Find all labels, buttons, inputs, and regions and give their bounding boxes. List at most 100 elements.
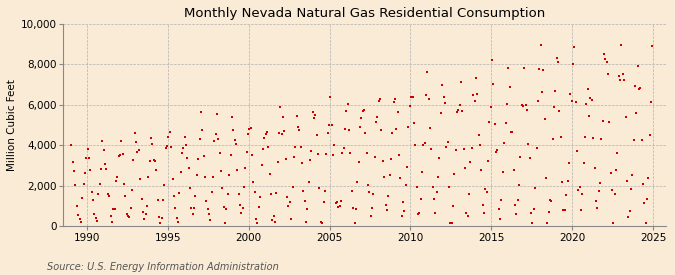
Point xyxy=(340,127,350,131)
Point xyxy=(543,210,554,214)
Point xyxy=(116,139,127,144)
Point xyxy=(615,77,626,82)
Point xyxy=(454,103,465,108)
Point xyxy=(469,98,480,103)
Point xyxy=(362,182,373,187)
Point xyxy=(585,95,596,100)
Point xyxy=(519,66,530,70)
Point xyxy=(326,123,337,127)
Point xyxy=(353,160,364,164)
Point xyxy=(377,159,388,163)
Point xyxy=(507,130,518,134)
Point xyxy=(583,86,593,91)
Point xyxy=(597,119,608,123)
Point xyxy=(360,131,371,135)
Point xyxy=(321,151,331,156)
Point xyxy=(388,100,399,104)
Point xyxy=(537,90,547,94)
Point xyxy=(384,173,395,177)
Point xyxy=(219,205,230,209)
Point xyxy=(589,166,600,170)
Point xyxy=(109,206,120,211)
Point xyxy=(576,208,587,213)
Point xyxy=(480,187,491,191)
Point xyxy=(188,212,198,216)
Point xyxy=(434,156,445,160)
Point xyxy=(155,221,166,226)
Point xyxy=(85,168,96,172)
Point xyxy=(112,175,123,179)
Point xyxy=(535,43,546,47)
Point xyxy=(557,180,568,184)
Point xyxy=(139,216,150,221)
Point xyxy=(212,111,223,116)
Point xyxy=(252,221,263,226)
Point xyxy=(329,143,340,148)
Point xyxy=(341,108,352,113)
Point xyxy=(186,205,197,210)
Point xyxy=(287,185,298,189)
Point xyxy=(573,188,584,192)
Point xyxy=(520,103,531,108)
Point xyxy=(398,200,408,204)
Point xyxy=(310,112,321,117)
Point xyxy=(132,150,143,155)
Point xyxy=(291,114,302,118)
Point xyxy=(562,178,573,183)
Point xyxy=(565,92,576,96)
Point xyxy=(592,206,603,210)
Point xyxy=(643,176,654,180)
Point xyxy=(623,215,634,220)
Point xyxy=(192,173,202,178)
Point xyxy=(238,185,249,189)
Point xyxy=(611,168,622,172)
Point xyxy=(96,167,107,172)
Point xyxy=(538,68,549,73)
Point xyxy=(437,83,448,87)
Point xyxy=(177,151,188,155)
Point xyxy=(198,153,209,158)
Point xyxy=(350,207,361,212)
Point xyxy=(136,197,147,201)
Point xyxy=(147,142,158,146)
Point xyxy=(492,147,503,152)
Point xyxy=(217,186,228,190)
Point xyxy=(641,221,651,226)
Point xyxy=(163,135,174,139)
Point xyxy=(105,214,116,218)
Point xyxy=(335,199,346,203)
Point xyxy=(283,204,294,208)
Point xyxy=(373,99,384,103)
Point xyxy=(403,124,414,129)
Point xyxy=(443,185,454,189)
Point xyxy=(232,168,242,172)
Point xyxy=(407,95,418,99)
Point xyxy=(473,133,484,137)
Point xyxy=(614,73,624,78)
Point xyxy=(635,86,646,90)
Point xyxy=(196,110,207,115)
Point xyxy=(317,221,327,226)
Point xyxy=(169,193,180,198)
Point xyxy=(337,150,348,155)
Point xyxy=(207,190,217,194)
Point xyxy=(95,182,105,186)
Point xyxy=(68,160,78,164)
Point xyxy=(165,130,176,134)
Point xyxy=(66,143,77,147)
Point xyxy=(410,143,421,147)
Point xyxy=(389,97,400,101)
Point xyxy=(170,206,181,210)
Point xyxy=(131,140,142,144)
Point xyxy=(495,217,506,222)
Point xyxy=(99,148,109,152)
Point xyxy=(622,179,632,183)
Point xyxy=(189,205,200,210)
Point xyxy=(479,210,489,215)
Point xyxy=(318,200,329,204)
Text: Source: U.S. Energy Information Administration: Source: U.S. Energy Information Administ… xyxy=(47,262,279,272)
Point xyxy=(481,189,492,194)
Point xyxy=(487,58,497,62)
Point xyxy=(472,92,483,96)
Point xyxy=(376,128,387,132)
